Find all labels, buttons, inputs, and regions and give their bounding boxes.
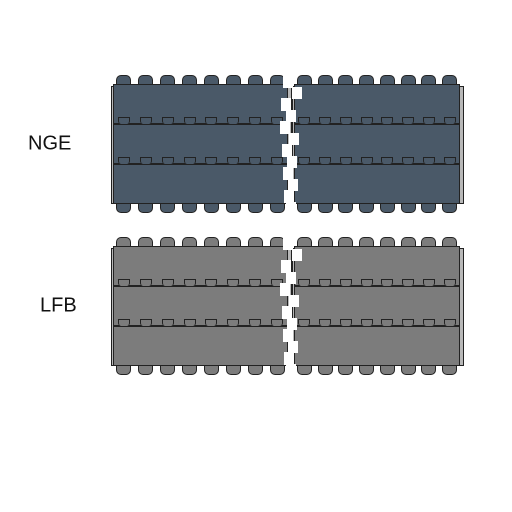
belt-nge [113,84,460,204]
variant-label-nge: NGE [28,133,71,156]
variant-label-lfb: LFB [40,295,77,318]
belt-lfb [113,246,460,366]
variant-row-nge: NGE [0,84,512,204]
variant-row-lfb: LFB [0,246,512,366]
